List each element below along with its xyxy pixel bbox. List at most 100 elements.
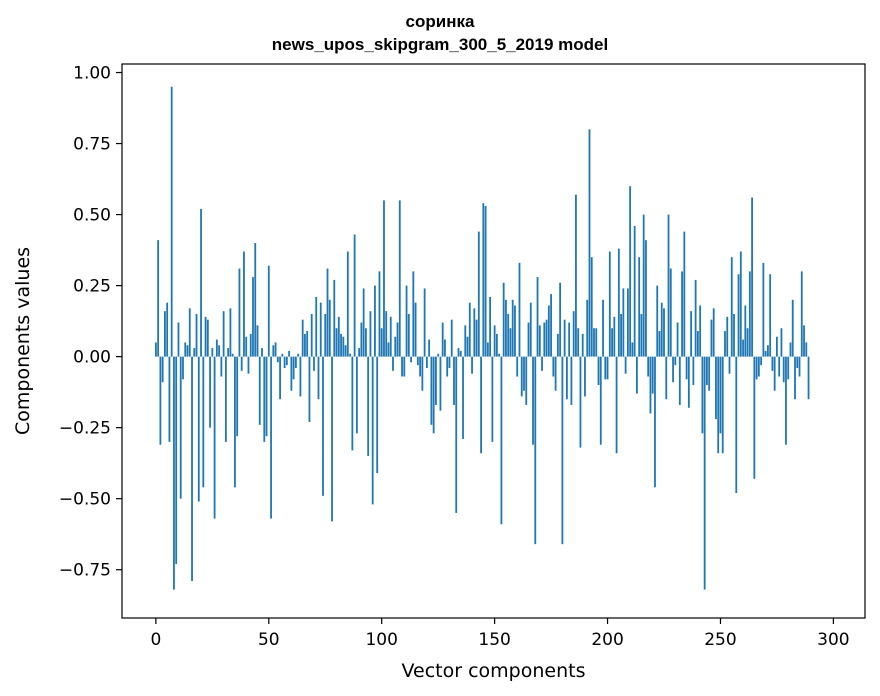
bar — [387, 342, 390, 357]
x-tick-label: 100 — [365, 630, 397, 650]
bar — [437, 353, 440, 357]
bar — [279, 356, 281, 400]
bar — [414, 302, 417, 357]
bar — [527, 322, 530, 357]
bar — [346, 251, 349, 357]
bar — [703, 356, 706, 590]
bar — [195, 314, 198, 357]
bar — [326, 268, 329, 357]
bar — [694, 279, 697, 357]
bar — [645, 240, 647, 357]
bar — [536, 277, 539, 357]
bar — [565, 356, 568, 400]
bar — [604, 356, 607, 380]
bar — [477, 231, 480, 357]
bar — [407, 314, 410, 357]
bar — [762, 262, 765, 357]
bar — [552, 356, 555, 377]
bar — [491, 356, 494, 442]
bar — [613, 316, 616, 357]
bar — [622, 288, 625, 357]
bar — [306, 331, 309, 357]
bar — [529, 302, 532, 357]
bar — [186, 345, 189, 357]
bar — [292, 356, 295, 380]
bar — [315, 296, 318, 357]
bar — [175, 356, 178, 565]
bar — [669, 268, 672, 357]
bar — [726, 316, 729, 357]
bar — [545, 319, 548, 357]
bar — [288, 350, 291, 357]
bar — [276, 356, 279, 363]
bar — [392, 356, 394, 371]
bar — [324, 314, 327, 357]
bar — [480, 356, 482, 454]
bar — [173, 356, 175, 590]
bar — [213, 356, 216, 519]
bar — [218, 345, 221, 357]
bar — [227, 348, 230, 357]
bar — [785, 356, 787, 445]
bar — [270, 356, 272, 519]
bar — [365, 328, 367, 357]
bar — [746, 328, 749, 357]
bar — [371, 356, 374, 505]
x-tick-label: 200 — [591, 630, 623, 650]
bar — [660, 302, 663, 357]
bar — [432, 356, 435, 434]
bar — [676, 322, 679, 357]
bar — [231, 353, 234, 357]
bar — [290, 356, 293, 391]
bar — [396, 322, 399, 357]
bar — [651, 356, 654, 394]
bar — [358, 348, 361, 357]
bar — [168, 356, 171, 442]
bar — [428, 339, 431, 357]
bar — [459, 350, 462, 357]
bar — [495, 333, 498, 357]
bar — [385, 311, 388, 357]
bar — [206, 319, 209, 357]
bar — [638, 257, 641, 357]
bar — [730, 257, 733, 357]
bar — [222, 311, 225, 357]
bar — [757, 356, 760, 377]
bar — [678, 356, 681, 405]
bar — [620, 314, 622, 357]
bar — [629, 186, 632, 357]
bar — [380, 328, 383, 357]
bar — [570, 356, 573, 405]
bar — [626, 288, 629, 357]
bar — [362, 288, 365, 357]
bar — [367, 356, 370, 457]
bar — [690, 311, 693, 357]
bar — [699, 305, 702, 357]
bar — [430, 356, 433, 425]
bar — [240, 356, 243, 371]
bar — [787, 356, 790, 380]
x-tick-label: 150 — [478, 630, 510, 650]
bar — [602, 299, 604, 357]
bar — [518, 262, 521, 357]
bar — [733, 314, 735, 357]
bar — [450, 319, 453, 357]
bar — [782, 356, 785, 383]
bar — [584, 356, 586, 397]
bar — [500, 356, 503, 525]
bar — [342, 336, 345, 357]
x-axis-label: Vector components — [402, 660, 586, 682]
bar — [737, 274, 740, 357]
bar — [712, 308, 715, 357]
bar — [514, 305, 516, 357]
bar — [556, 333, 559, 357]
bar — [283, 356, 286, 368]
bar — [547, 305, 550, 357]
bar — [161, 356, 164, 383]
bar — [498, 353, 501, 357]
bar — [753, 356, 756, 479]
bar — [588, 129, 591, 357]
y-tick-label: 0.75 — [73, 135, 111, 155]
bar — [202, 356, 205, 488]
bar — [482, 203, 485, 357]
